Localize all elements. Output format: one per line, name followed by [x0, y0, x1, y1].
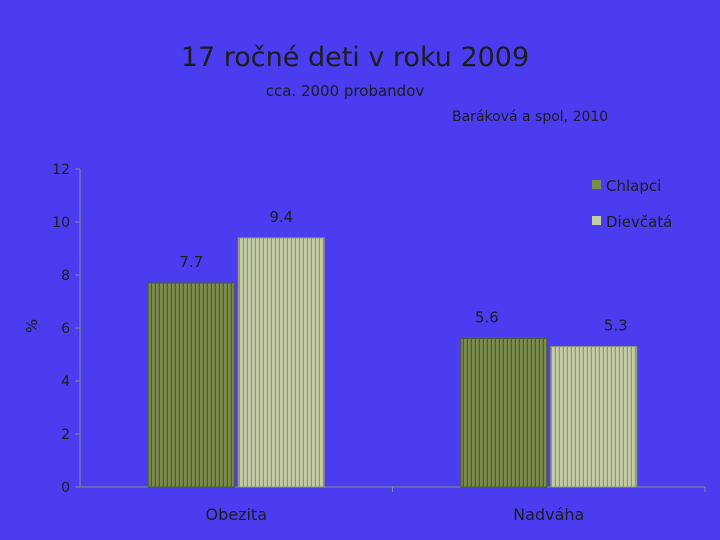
page-subtitle: cca. 2000 probandov [265, 82, 425, 100]
x-category-label: Obezita [205, 505, 267, 524]
source-citation: Baráková a spol, 2010 [452, 109, 609, 125]
bar-chlapci-obezita [147, 282, 235, 488]
bar-dievčatá-obezita [237, 237, 325, 488]
data-label: 5.6 [475, 309, 499, 327]
legend-entry: Dievčatá [606, 213, 672, 231]
data-label: 9.4 [269, 208, 293, 226]
y-tick-label: 12 [52, 162, 70, 178]
y-tick-label: 10 [52, 215, 70, 231]
page-title: 17 ročné deti v roku 2009 [180, 42, 530, 73]
x-category-label: Nadváha [513, 505, 584, 524]
y-axis-title: % [23, 319, 41, 333]
y-tick-label: 8 [61, 268, 70, 284]
data-label: 7.7 [179, 253, 203, 271]
legend-swatch [592, 180, 601, 189]
y-tick-label: 4 [61, 374, 70, 390]
y-tick-label: 6 [61, 321, 70, 337]
y-tick-label: 0 [61, 480, 70, 496]
legend-swatch [592, 216, 601, 225]
legend-entry: Chlapci [606, 177, 661, 195]
bar-dievčatá-nadváha [550, 346, 638, 488]
data-label: 5.3 [604, 317, 628, 335]
bar-chlapci-nadváha [460, 338, 548, 488]
y-tick-label: 2 [61, 427, 70, 443]
